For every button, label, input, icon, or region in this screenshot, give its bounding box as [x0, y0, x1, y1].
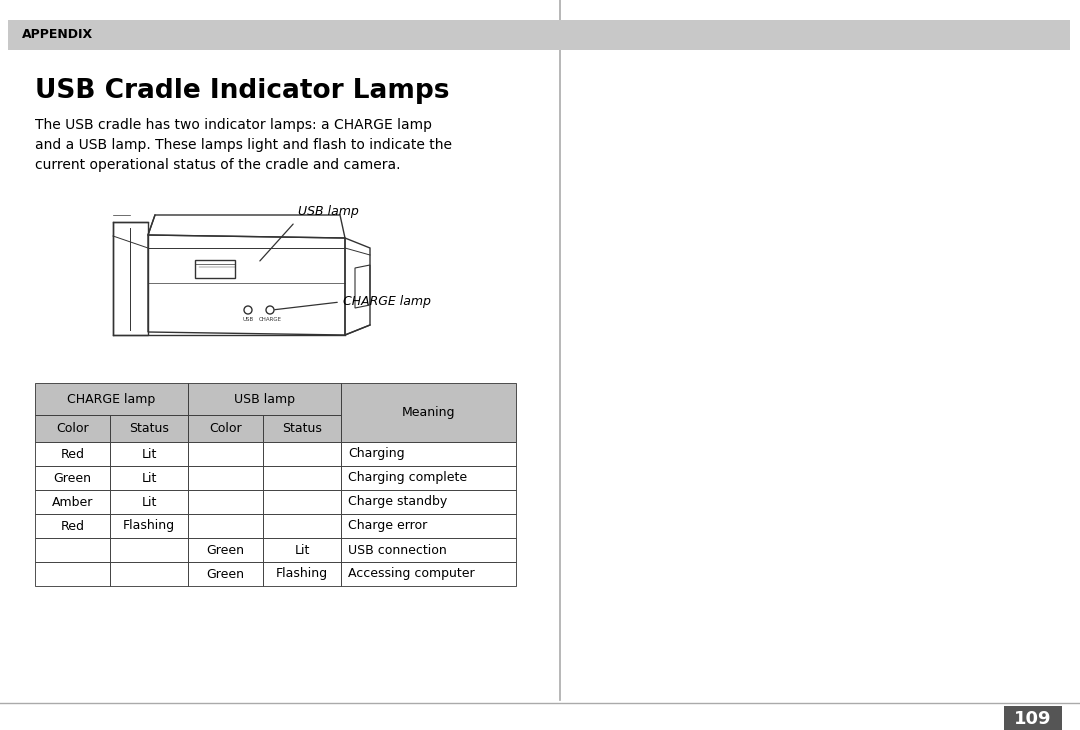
FancyBboxPatch shape	[264, 490, 341, 514]
Text: Accessing computer: Accessing computer	[348, 567, 474, 580]
FancyBboxPatch shape	[35, 442, 110, 466]
FancyBboxPatch shape	[341, 490, 516, 514]
FancyBboxPatch shape	[110, 562, 188, 586]
Text: Green: Green	[54, 472, 92, 485]
FancyBboxPatch shape	[110, 514, 188, 538]
Text: USB lamp: USB lamp	[298, 205, 359, 218]
Text: Charging: Charging	[348, 447, 405, 461]
FancyBboxPatch shape	[8, 20, 1070, 50]
FancyBboxPatch shape	[35, 490, 110, 514]
FancyBboxPatch shape	[35, 562, 110, 586]
Text: 109: 109	[1014, 710, 1052, 728]
FancyBboxPatch shape	[110, 466, 188, 490]
Text: Amber: Amber	[52, 496, 93, 509]
FancyBboxPatch shape	[188, 466, 264, 490]
Text: USB connection: USB connection	[348, 544, 447, 556]
Text: Lit: Lit	[141, 496, 157, 509]
Text: Charge error: Charge error	[348, 520, 428, 532]
FancyBboxPatch shape	[35, 415, 110, 442]
FancyBboxPatch shape	[188, 442, 264, 466]
FancyBboxPatch shape	[341, 562, 516, 586]
FancyBboxPatch shape	[264, 442, 341, 466]
FancyBboxPatch shape	[264, 415, 341, 442]
Text: Green: Green	[206, 567, 244, 580]
FancyBboxPatch shape	[341, 538, 516, 562]
Text: CHARGE: CHARGE	[258, 317, 282, 322]
FancyBboxPatch shape	[341, 466, 516, 490]
Text: Charge standby: Charge standby	[348, 496, 447, 509]
FancyBboxPatch shape	[110, 415, 188, 442]
Text: Color: Color	[56, 422, 89, 435]
Text: CHARGE lamp: CHARGE lamp	[67, 393, 156, 405]
Text: The USB cradle has two indicator lamps: a CHARGE lamp
and a USB lamp. These lamp: The USB cradle has two indicator lamps: …	[35, 118, 453, 172]
Text: Status: Status	[130, 422, 168, 435]
FancyBboxPatch shape	[110, 442, 188, 466]
Text: USB lamp: USB lamp	[234, 393, 295, 405]
Text: Green: Green	[206, 544, 244, 556]
Text: Flashing: Flashing	[123, 520, 175, 532]
Text: Charging complete: Charging complete	[348, 472, 468, 485]
FancyBboxPatch shape	[1004, 706, 1062, 730]
Text: APPENDIX: APPENDIX	[22, 28, 93, 42]
FancyBboxPatch shape	[35, 538, 110, 562]
FancyBboxPatch shape	[35, 466, 110, 490]
FancyBboxPatch shape	[110, 538, 188, 562]
FancyBboxPatch shape	[264, 538, 341, 562]
FancyBboxPatch shape	[35, 383, 188, 415]
FancyBboxPatch shape	[188, 415, 264, 442]
Text: Lit: Lit	[141, 447, 157, 461]
Text: Red: Red	[60, 520, 84, 532]
FancyBboxPatch shape	[264, 466, 341, 490]
Text: Lit: Lit	[141, 472, 157, 485]
FancyBboxPatch shape	[188, 383, 341, 415]
Text: Status: Status	[282, 422, 322, 435]
FancyBboxPatch shape	[188, 538, 264, 562]
FancyBboxPatch shape	[188, 490, 264, 514]
FancyBboxPatch shape	[35, 514, 110, 538]
Text: Meaning: Meaning	[402, 406, 456, 419]
FancyBboxPatch shape	[188, 514, 264, 538]
Text: Red: Red	[60, 447, 84, 461]
FancyBboxPatch shape	[341, 514, 516, 538]
Text: Flashing: Flashing	[275, 567, 328, 580]
Text: USB Cradle Indicator Lamps: USB Cradle Indicator Lamps	[35, 78, 449, 104]
FancyBboxPatch shape	[188, 562, 264, 586]
FancyBboxPatch shape	[341, 442, 516, 466]
FancyBboxPatch shape	[264, 562, 341, 586]
Text: USB: USB	[242, 317, 254, 322]
FancyBboxPatch shape	[341, 383, 516, 442]
Text: Lit: Lit	[295, 544, 310, 556]
FancyBboxPatch shape	[110, 490, 188, 514]
FancyBboxPatch shape	[264, 514, 341, 538]
Text: CHARGE lamp: CHARGE lamp	[343, 294, 431, 307]
Text: Color: Color	[210, 422, 242, 435]
